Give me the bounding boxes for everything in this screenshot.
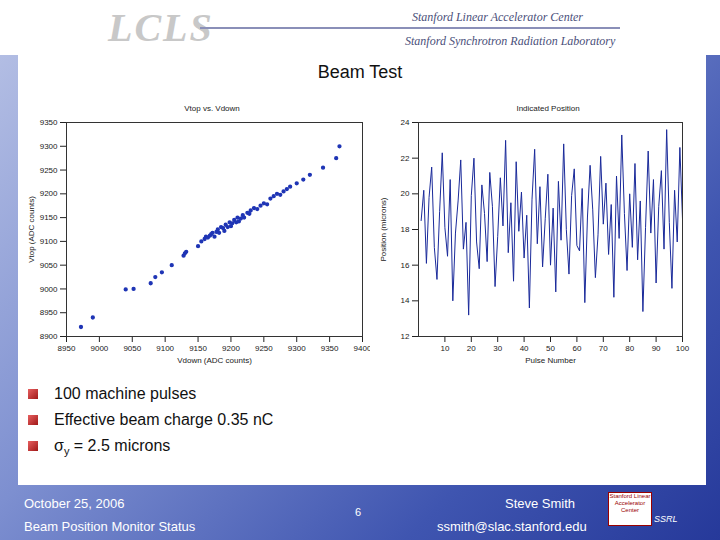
svg-text:9200: 9200 bbox=[40, 189, 58, 198]
svg-text:20: 20 bbox=[401, 189, 410, 198]
svg-text:9300: 9300 bbox=[288, 344, 306, 353]
svg-text:50: 50 bbox=[546, 344, 555, 353]
svg-text:12: 12 bbox=[401, 332, 410, 341]
svg-text:9300: 9300 bbox=[40, 142, 58, 151]
svg-text:9000: 9000 bbox=[40, 285, 58, 294]
svg-text:9350: 9350 bbox=[40, 118, 58, 127]
html-text:October 25, 2006: October 25, 2006 bbox=[24, 496, 125, 511]
svg-text:90: 90 bbox=[652, 344, 661, 353]
svg-text:9050: 9050 bbox=[40, 261, 58, 270]
svg-text:24: 24 bbox=[401, 118, 410, 127]
html-text:ssmith@slac.stanford.edu: ssmith@slac.stanford.edu bbox=[437, 519, 587, 534]
html-text:100 machine pulses: 100 machine pulses bbox=[54, 385, 197, 402]
svg-text:8950: 8950 bbox=[58, 344, 76, 353]
svg-text:100: 100 bbox=[676, 344, 690, 353]
svg-text:14: 14 bbox=[401, 296, 410, 305]
svg-text:30: 30 bbox=[493, 344, 502, 353]
html-text:SSRL: SSRL bbox=[654, 514, 678, 524]
html-text:Stanford Synchrotron Radiation: Stanford Synchrotron Radiation Laborator… bbox=[405, 34, 616, 48]
svg-text:80: 80 bbox=[625, 344, 634, 353]
svg-text:Position (microns): Position (microns) bbox=[379, 197, 388, 261]
html-text:Stanford Linear Accelerator Ce: Stanford Linear Accelerator Center bbox=[412, 10, 583, 24]
svg-text:9350: 9350 bbox=[321, 344, 339, 353]
svg-text:9150: 9150 bbox=[40, 213, 58, 222]
svg-text:20: 20 bbox=[467, 344, 476, 353]
svg-text:Pulse Number: Pulse Number bbox=[525, 356, 576, 365]
svg-text:Vdown (ADC counts): Vdown (ADC counts) bbox=[177, 356, 252, 365]
html-text:Vtop vs. Vdown: Vtop vs. Vdown bbox=[184, 104, 240, 113]
svg-text:9400: 9400 bbox=[354, 344, 370, 353]
svg-text:9050: 9050 bbox=[123, 344, 141, 353]
html-text:Steve Smith: Steve Smith bbox=[505, 496, 576, 511]
svg-text:9200: 9200 bbox=[222, 344, 240, 353]
html-text:Stanford Linear Accelerator Ce: Stanford Linear Accelerator Center bbox=[609, 493, 651, 513]
svg-text:Vtop (ADC counts): Vtop (ADC counts) bbox=[27, 196, 36, 263]
svg-text:9100: 9100 bbox=[156, 344, 174, 353]
svg-text:9250: 9250 bbox=[255, 344, 273, 353]
html-text:6: 6 bbox=[355, 506, 362, 518]
svg-text:9250: 9250 bbox=[40, 166, 58, 175]
svg-text:9150: 9150 bbox=[189, 344, 207, 353]
html-text:σy= 2.5 microns: σy= 2.5 microns bbox=[54, 437, 171, 458]
html-text:Beam Test: Beam Test bbox=[317, 62, 403, 82]
svg-text:16: 16 bbox=[401, 261, 410, 270]
svg-text:9000: 9000 bbox=[90, 344, 108, 353]
svg-text:8950: 8950 bbox=[40, 308, 58, 317]
svg-text:40: 40 bbox=[520, 344, 529, 353]
html-text:Effective beam charge 0.35 nC: Effective beam charge 0.35 nC bbox=[54, 411, 274, 428]
svg-text:18: 18 bbox=[401, 225, 410, 234]
svg-text:70: 70 bbox=[599, 344, 608, 353]
svg-text:9100: 9100 bbox=[40, 237, 58, 246]
html-text:LCLS: LCLS bbox=[108, 5, 214, 50]
html-text:Beam Position Monitor Status: Beam Position Monitor Status bbox=[24, 519, 196, 534]
svg-text:10: 10 bbox=[440, 344, 449, 353]
svg-text:8900: 8900 bbox=[40, 332, 58, 341]
html-text:Indicated Position: Indicated Position bbox=[516, 104, 580, 113]
svg-text:60: 60 bbox=[572, 344, 581, 353]
svg-text:22: 22 bbox=[401, 154, 410, 163]
